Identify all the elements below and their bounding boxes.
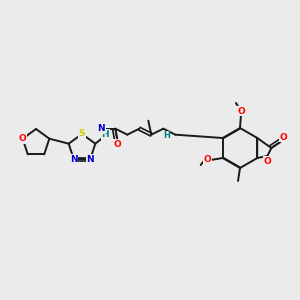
Text: N: N [98,124,105,133]
Text: O: O [113,140,121,149]
Text: O: O [263,157,271,166]
Text: O: O [237,106,245,116]
Text: S: S [79,130,85,139]
Text: O: O [19,134,27,143]
Text: N: N [86,155,94,164]
Text: H: H [101,130,109,139]
Text: O: O [204,154,212,164]
Text: H: H [163,131,170,140]
Text: O: O [279,133,287,142]
Text: N: N [70,155,78,164]
